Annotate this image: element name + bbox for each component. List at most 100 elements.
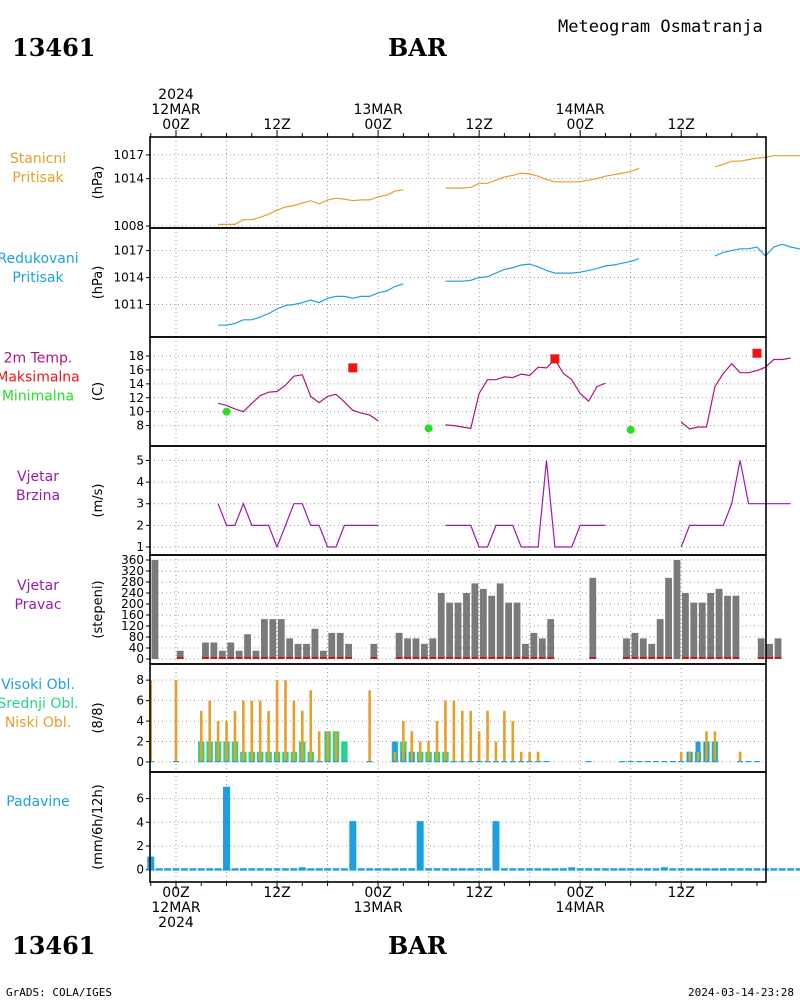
tmax-marker (752, 348, 762, 358)
ytick-label: 1011 (113, 298, 144, 312)
ytick-label: 80 (129, 630, 144, 644)
ytick-label: 0 (136, 652, 144, 666)
precipitation-bar (644, 868, 652, 871)
precipitation-bar (307, 868, 315, 871)
cloud-zero-mark (417, 761, 424, 763)
series-label: Niski Obl. (5, 715, 71, 731)
cloud-zero-mark (173, 761, 179, 763)
wind-direction-base (732, 657, 740, 659)
time-label: 14MAR (556, 102, 605, 118)
wind-direction-base (623, 657, 630, 659)
wind-direction-bar (513, 602, 521, 659)
wind-direction-bar (311, 628, 319, 659)
cloud-zero-mark (745, 761, 752, 763)
cloud-zero-mark (518, 761, 525, 763)
wind-direction-base (724, 657, 731, 659)
precipitation-bar (559, 868, 567, 871)
low-cloud-bar (705, 731, 708, 762)
low-cloud-bar (225, 721, 228, 762)
cloud-zero-mark (484, 761, 491, 763)
precipitation-bar (686, 868, 694, 871)
low-cloud-bar (250, 700, 254, 762)
series-label: Brzina (16, 488, 60, 504)
series-label: Pravac (14, 597, 61, 613)
precipitation-bar (467, 868, 475, 871)
wind-direction-base (311, 657, 319, 659)
wind-direction-base (530, 657, 538, 659)
low-cloud-bar (267, 710, 270, 762)
series-line (445, 258, 640, 282)
wind-direction-base (757, 657, 765, 659)
wind-direction-bar (673, 560, 681, 659)
cloud-zero-mark (636, 761, 643, 763)
precipitation-bar (778, 868, 786, 871)
wind-direction-bar (261, 619, 268, 659)
wind-direction-base (294, 657, 302, 659)
wind-direction-base (286, 657, 294, 659)
precipitation-bar (214, 868, 222, 871)
cloud-zero-mark (501, 761, 508, 763)
low-cloud-bar (233, 710, 237, 762)
low-cloud-bar (258, 700, 262, 762)
precipitation-bar (534, 868, 542, 871)
wind-direction-base (218, 657, 226, 659)
cloud-zero-mark (661, 761, 668, 763)
low-cloud-bar (410, 731, 414, 762)
wind-direction-base (488, 657, 496, 659)
precipitation-bar (197, 868, 205, 871)
wind-direction-base (631, 657, 639, 659)
panel-station_pressure: 1008 1014 1017 (hPa) Stanicni Pritisak (10, 136, 800, 233)
precipitation-bar (509, 868, 517, 871)
precipitation-bar (189, 868, 197, 871)
ytick-label: 1014 (113, 172, 144, 186)
precipitation-bar (256, 868, 264, 871)
cloud-zero-mark (341, 761, 348, 763)
precipitation-bar (568, 867, 576, 871)
ytick-label: 12 (129, 391, 144, 405)
low-cloud-bar (519, 751, 523, 762)
wind-direction-base (227, 657, 235, 659)
wind-direction-bar (244, 634, 251, 659)
ytick-label: 4 (136, 475, 144, 489)
wind-direction-bar (639, 638, 647, 659)
low-cloud-bar (494, 741, 498, 762)
series-label: Redukovani (0, 251, 79, 267)
low-cloud-bar (174, 680, 178, 762)
time-label: 2024 (158, 915, 194, 931)
footer-timestamp: 2024-03-14-23:28 (688, 986, 794, 999)
low-cloud-bar (688, 751, 691, 762)
panel-frame (149, 445, 767, 556)
ylabel: (stepeni) (91, 580, 106, 638)
time-label: 12Z (263, 885, 290, 901)
precipitation-bar (500, 868, 508, 871)
ytick-label: 2 (136, 735, 144, 749)
time-label: 00Z (364, 885, 391, 901)
wind-direction-base (277, 657, 285, 659)
cloud-zero-mark (711, 761, 718, 763)
wind-direction-base (429, 657, 437, 659)
ylabel: (C) (91, 382, 106, 401)
wind-direction-bar (412, 638, 420, 659)
tmin-marker (222, 407, 231, 416)
cloud-zero-mark (282, 761, 289, 763)
ytick-label: 1017 (113, 244, 144, 258)
cloud-zero-mark (526, 761, 533, 763)
cloud-zero-mark (509, 761, 516, 763)
precipitation-bar (702, 868, 710, 871)
wind-direction-bar (488, 595, 496, 659)
cloud-zero-mark (206, 761, 213, 763)
precipitation-bar (551, 868, 559, 871)
wind-direction-bar (370, 643, 378, 659)
series-label: Pritisak (12, 170, 64, 186)
time-label: 12Z (465, 885, 492, 901)
cloud-zero-mark (459, 761, 466, 763)
wind-direction-bar (530, 632, 538, 659)
series-line (714, 243, 800, 257)
precipitation-bar (172, 868, 180, 871)
series-label: Visoki Obl. (1, 677, 75, 693)
precipitation-bar (340, 868, 348, 871)
precipitation-bar (736, 868, 744, 871)
time-label: 00Z (566, 117, 593, 133)
precipitation-bar (281, 868, 289, 871)
